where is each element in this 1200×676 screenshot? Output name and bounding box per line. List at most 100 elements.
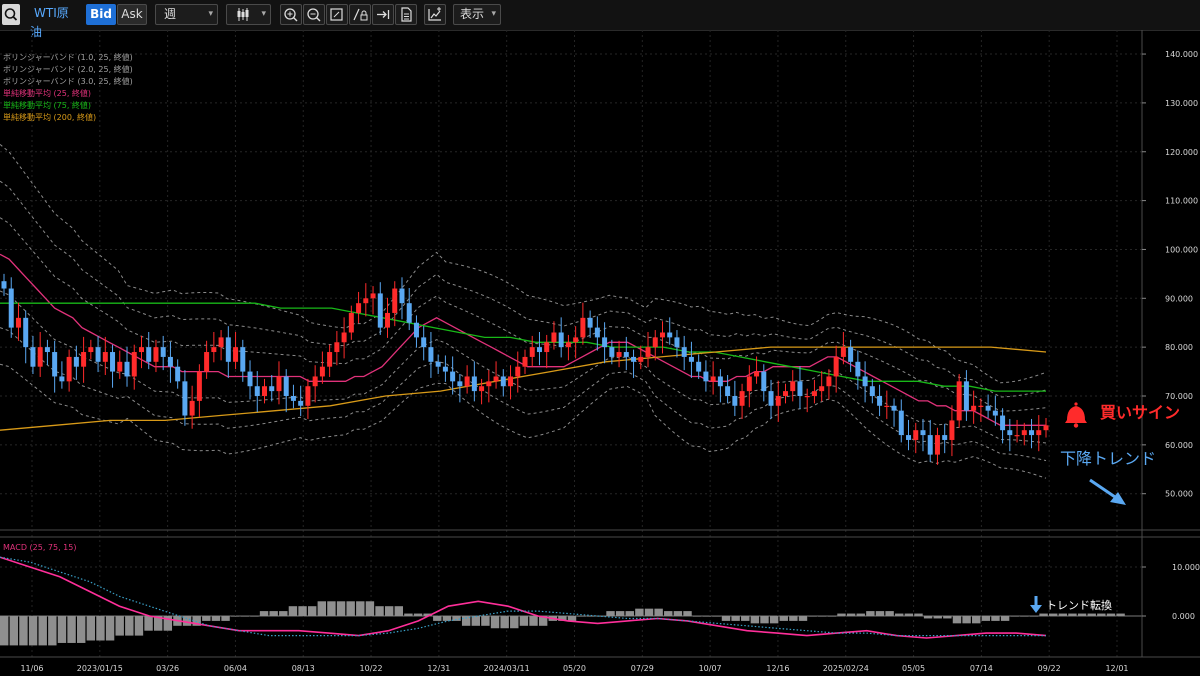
- candle: [428, 347, 434, 362]
- macd-histogram-bar: [413, 613, 423, 616]
- bollinger-band-3sd-upper: [0, 144, 1047, 384]
- candle: [652, 337, 658, 348]
- search-button[interactable]: [2, 4, 20, 25]
- candle: [667, 332, 673, 338]
- macd-histogram-bar: [356, 601, 365, 616]
- candle: [81, 352, 87, 367]
- macd-histogram-bar: [481, 616, 490, 626]
- candle: [312, 376, 318, 387]
- macd-histogram-bar: [962, 616, 971, 624]
- macd-histogram-bar: [1029, 616, 1039, 617]
- candle: [840, 347, 846, 357]
- candle: [869, 386, 875, 396]
- candle: [196, 371, 202, 401]
- x-tick-label: 2024/03/11: [484, 664, 530, 673]
- x-tick-label: 05/20: [563, 664, 586, 673]
- period-select[interactable]: 週 ▾: [155, 4, 218, 25]
- candle: [341, 332, 347, 343]
- candle: [1014, 435, 1020, 437]
- zoom-in-button[interactable]: [280, 4, 302, 25]
- display-menu-button[interactable]: 表示 ▾: [453, 4, 501, 25]
- candle: [906, 435, 912, 440]
- macd-histogram-bar: [96, 616, 105, 641]
- candle: [978, 405, 984, 407]
- macd-histogram-bar: [279, 611, 288, 616]
- candle: [471, 376, 477, 392]
- drawing-lock-button[interactable]: [349, 4, 371, 25]
- candle: [688, 356, 694, 362]
- y-tick-label: 10.000: [1172, 563, 1200, 572]
- candle: [124, 361, 130, 377]
- candle: [551, 332, 557, 343]
- macd-histogram-bar: [57, 616, 67, 643]
- candle: [500, 376, 506, 387]
- macd-histogram-bar: [769, 616, 779, 624]
- candle: [659, 332, 665, 338]
- zoom-out-button[interactable]: [303, 4, 325, 25]
- candle: [486, 381, 492, 387]
- fit-screen-button[interactable]: [326, 4, 348, 25]
- fit-screen-icon: [327, 5, 347, 24]
- macd-histogram-bar: [943, 616, 952, 619]
- candle: [768, 391, 774, 406]
- candle: [963, 381, 969, 411]
- legend: ボリンジャーバンド (1.0, 25, 終値) ボリンジャーバンド (2.0, …: [3, 52, 133, 122]
- ask-button[interactable]: Ask: [117, 4, 147, 25]
- candle: [435, 361, 441, 367]
- macd-histogram-bar: [298, 606, 307, 616]
- candle: [23, 317, 29, 348]
- macd-histogram-bar: [346, 601, 355, 616]
- macd-histogram-bar: [702, 616, 711, 617]
- candle: [240, 347, 246, 372]
- candle: [421, 337, 427, 348]
- candle: [594, 327, 600, 338]
- x-tick-label: 07/14: [970, 664, 993, 673]
- display-label: 表示: [460, 7, 485, 21]
- bollinger-band-2sd-upper: [0, 180, 1047, 398]
- candle: [862, 376, 868, 387]
- chart-type-select[interactable]: ▾: [226, 4, 271, 25]
- candle: [602, 337, 608, 348]
- macd-histogram-bar: [972, 616, 981, 624]
- candle: [580, 317, 586, 338]
- candle: [66, 356, 72, 382]
- candle: [1007, 430, 1013, 436]
- macd-histogram-bar: [577, 616, 586, 617]
- macd-histogram-bar: [673, 611, 683, 616]
- candle: [479, 386, 485, 392]
- candle: [956, 381, 962, 421]
- candle: [971, 405, 977, 411]
- macd-histogram-bar: [538, 616, 548, 626]
- candle: [1000, 415, 1006, 431]
- candle: [457, 381, 463, 387]
- candle: [8, 288, 14, 328]
- macd-histogram-bar: [317, 601, 327, 616]
- candle: [797, 381, 803, 396]
- candle: [790, 381, 796, 392]
- macd-histogram-bar: [1020, 616, 1029, 617]
- chevron-down-icon: ▾: [208, 9, 213, 19]
- document-button[interactable]: [395, 4, 417, 25]
- candle: [464, 376, 470, 387]
- chevron-down-icon: ▾: [261, 9, 266, 19]
- chart-area[interactable]: 140.000 130.000 120.000 110.000 100.000 90.00…: [0, 30, 1200, 676]
- candle: [305, 386, 311, 406]
- candle: [493, 376, 499, 382]
- macd-histogram-bar: [452, 616, 461, 621]
- add-indicator-button[interactable]: [424, 4, 446, 25]
- legend-bollinger-2: ボリンジャーバンド (2.0, 25, 終値): [3, 64, 133, 74]
- bid-button[interactable]: Bid: [86, 4, 116, 25]
- macd-histogram-bar: [153, 616, 163, 631]
- x-tick-label: 06/04: [224, 664, 247, 673]
- candle: [218, 337, 224, 348]
- candle: [739, 391, 745, 406]
- macd-histogram-bar: [837, 613, 846, 616]
- chart-plus-icon: [425, 5, 445, 24]
- macd-histogram-bar: [9, 616, 19, 646]
- macd-histogram-bar: [625, 611, 634, 616]
- candle: [811, 391, 817, 396]
- search-icon: [3, 5, 19, 24]
- macd-histogram-bar: [933, 616, 942, 619]
- scroll-to-latest-button[interactable]: [372, 4, 394, 25]
- symbol-selector[interactable]: WTI原油: [30, 4, 78, 39]
